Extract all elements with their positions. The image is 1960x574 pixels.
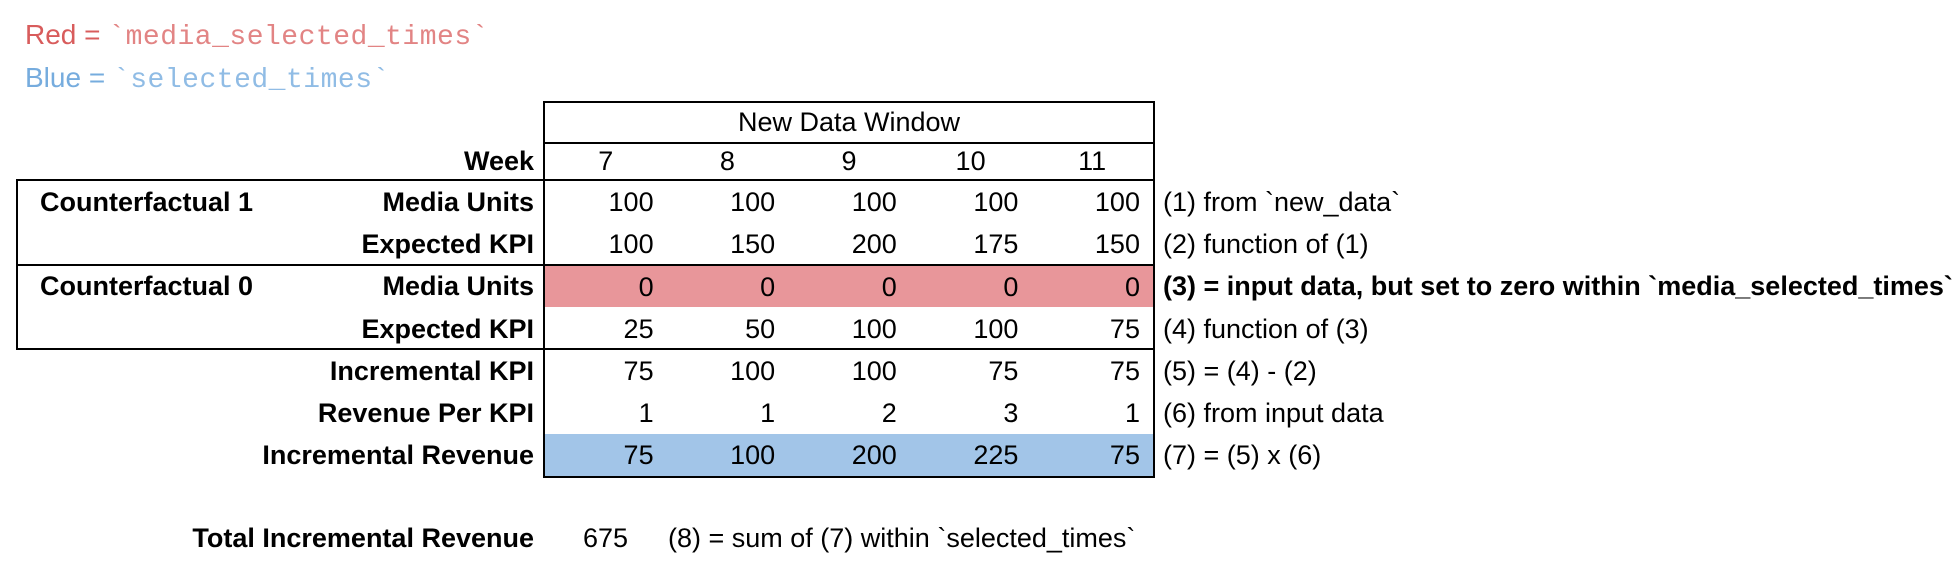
row-label: Media Units <box>382 271 534 301</box>
table-cell: 100 <box>851 187 897 217</box>
table-cell: 150 <box>1094 229 1140 259</box>
week-cells: 7 8 9 10 11 <box>545 144 1153 179</box>
color-legend: Red = `media_selected_times` Blue = `sel… <box>25 13 489 99</box>
week-label: Week <box>463 146 534 176</box>
table-cell: 0 <box>1003 272 1019 302</box>
counterfactual-divider <box>16 264 1155 266</box>
table-cell: 2 <box>881 398 897 428</box>
row-annotation: (7) = (5) x (6) <box>1163 440 1322 470</box>
table-cell: 1 <box>638 398 654 428</box>
table-cell: 0 <box>638 272 654 302</box>
week-column-header: 10 <box>955 146 986 176</box>
table-row: Counterfactual 1 Media Units 100 100 100… <box>0 181 1960 223</box>
table-cell: 100 <box>851 356 897 386</box>
table-cell: 100 <box>851 314 897 344</box>
section-divider <box>16 348 1155 350</box>
table-cell: 100 <box>730 187 776 217</box>
table-cell: 25 <box>623 314 654 344</box>
table-border-bottom <box>543 476 1155 478</box>
row-cells: 100 100 100 100 100 <box>545 181 1153 223</box>
table-cell: 0 <box>881 272 897 302</box>
row-cells-blue-highlight: 75 100 200 225 75 <box>545 434 1153 476</box>
week-column-header: 8 <box>719 146 735 176</box>
table-cell: 75 <box>623 440 654 470</box>
row-annotation: (5) = (4) - (2) <box>1163 356 1317 386</box>
legend-blue-term: `selected_times` <box>112 65 390 96</box>
table-cell: 3 <box>1003 398 1019 428</box>
label-box-border-left <box>16 179 18 350</box>
week-column-header: 9 <box>841 146 857 176</box>
table-border-left <box>543 101 545 478</box>
row-label: Expected KPI <box>361 229 534 259</box>
table-row: Expected KPI 25 50 100 100 75 (4) functi… <box>0 308 1960 350</box>
week-column-header: 7 <box>598 146 614 176</box>
row-annotation: (2) function of (1) <box>1163 229 1369 259</box>
row-label: Expected KPI <box>361 314 534 344</box>
legend-red-label: Red = <box>25 19 109 50</box>
table-border-right <box>1153 101 1155 478</box>
total-row: Total Incremental Revenue 675 (8) = sum … <box>0 517 1960 559</box>
row-cells: 100 150 200 175 150 <box>545 223 1153 265</box>
table-cell: 50 <box>745 314 776 344</box>
table-cell: 225 <box>973 440 1019 470</box>
week-column-header: 11 <box>1078 146 1107 176</box>
row-label: Incremental Revenue <box>262 440 534 470</box>
row-annotation: (1) from `new_data` <box>1163 187 1401 217</box>
row-annotation: (3) = input data, but set to zero within… <box>1163 271 1953 301</box>
row-annotation: (6) from input data <box>1163 398 1384 428</box>
legend-red-term: `media_selected_times` <box>108 22 489 53</box>
table-row-highlight-blue: Incremental Revenue 75 100 200 225 75 (7… <box>0 434 1960 476</box>
table-cell: 100 <box>730 356 776 386</box>
table-row: Incremental KPI 75 100 100 75 75 (5) = (… <box>0 350 1960 392</box>
table-cell: 100 <box>608 187 654 217</box>
table-row-highlight-red: Counterfactual 0 Media Units 0 0 0 0 0 (… <box>0 265 1960 307</box>
row-cells-red-highlight: 0 0 0 0 0 <box>545 266 1153 307</box>
table-cell: 100 <box>973 314 1019 344</box>
table-cell: 0 <box>1124 272 1140 302</box>
table-cell: 150 <box>730 229 776 259</box>
group-label: Counterfactual 1 <box>40 187 254 217</box>
table-cell: 200 <box>851 440 897 470</box>
table-cell: 75 <box>1109 440 1140 470</box>
table-row: Revenue Per KPI 1 1 2 3 1 (6) from input… <box>0 392 1960 434</box>
group-label: Counterfactual 0 <box>40 271 254 301</box>
row-cells: 1 1 2 3 1 <box>545 392 1153 434</box>
row-label: Incremental KPI <box>329 356 534 386</box>
table-cell: 100 <box>730 440 776 470</box>
header-divider <box>543 142 1155 144</box>
table-cell: 75 <box>623 356 654 386</box>
total-label: Total Incremental Revenue <box>192 523 534 553</box>
legend-blue-label: Blue = <box>25 62 113 93</box>
table-cell: 200 <box>851 229 897 259</box>
table-border-top <box>543 101 1155 103</box>
table-cell: 75 <box>1109 314 1140 344</box>
table-cell: 1 <box>760 398 776 428</box>
table-cell: 1 <box>1124 398 1140 428</box>
legend-blue-line: Blue = `selected_times` <box>25 56 489 99</box>
row-cells: 25 50 100 100 75 <box>545 308 1153 350</box>
row-annotation: (4) function of (3) <box>1163 314 1369 344</box>
total-annotation: (8) = sum of (7) within `selected_times` <box>668 523 1136 553</box>
row-cells: 75 100 100 75 75 <box>545 350 1153 392</box>
week-row-divider <box>16 179 1155 181</box>
legend-red-line: Red = `media_selected_times` <box>25 13 489 56</box>
total-value: 675 <box>582 523 629 553</box>
table-row: Expected KPI 100 150 200 175 150 (2) fun… <box>0 223 1960 265</box>
table-cell: 100 <box>973 187 1019 217</box>
table-cell: 0 <box>760 272 776 302</box>
table-header: New Data Window <box>737 107 961 137</box>
table-cell: 75 <box>988 356 1019 386</box>
week-header-row: Week 7 8 9 10 11 <box>0 144 1960 179</box>
table-cell: 100 <box>608 229 654 259</box>
table-cell: 75 <box>1109 356 1140 386</box>
table-cell: 100 <box>1094 187 1140 217</box>
row-label: Revenue Per KPI <box>317 398 534 428</box>
row-label: Media Units <box>382 187 534 217</box>
table-cell: 175 <box>973 229 1019 259</box>
